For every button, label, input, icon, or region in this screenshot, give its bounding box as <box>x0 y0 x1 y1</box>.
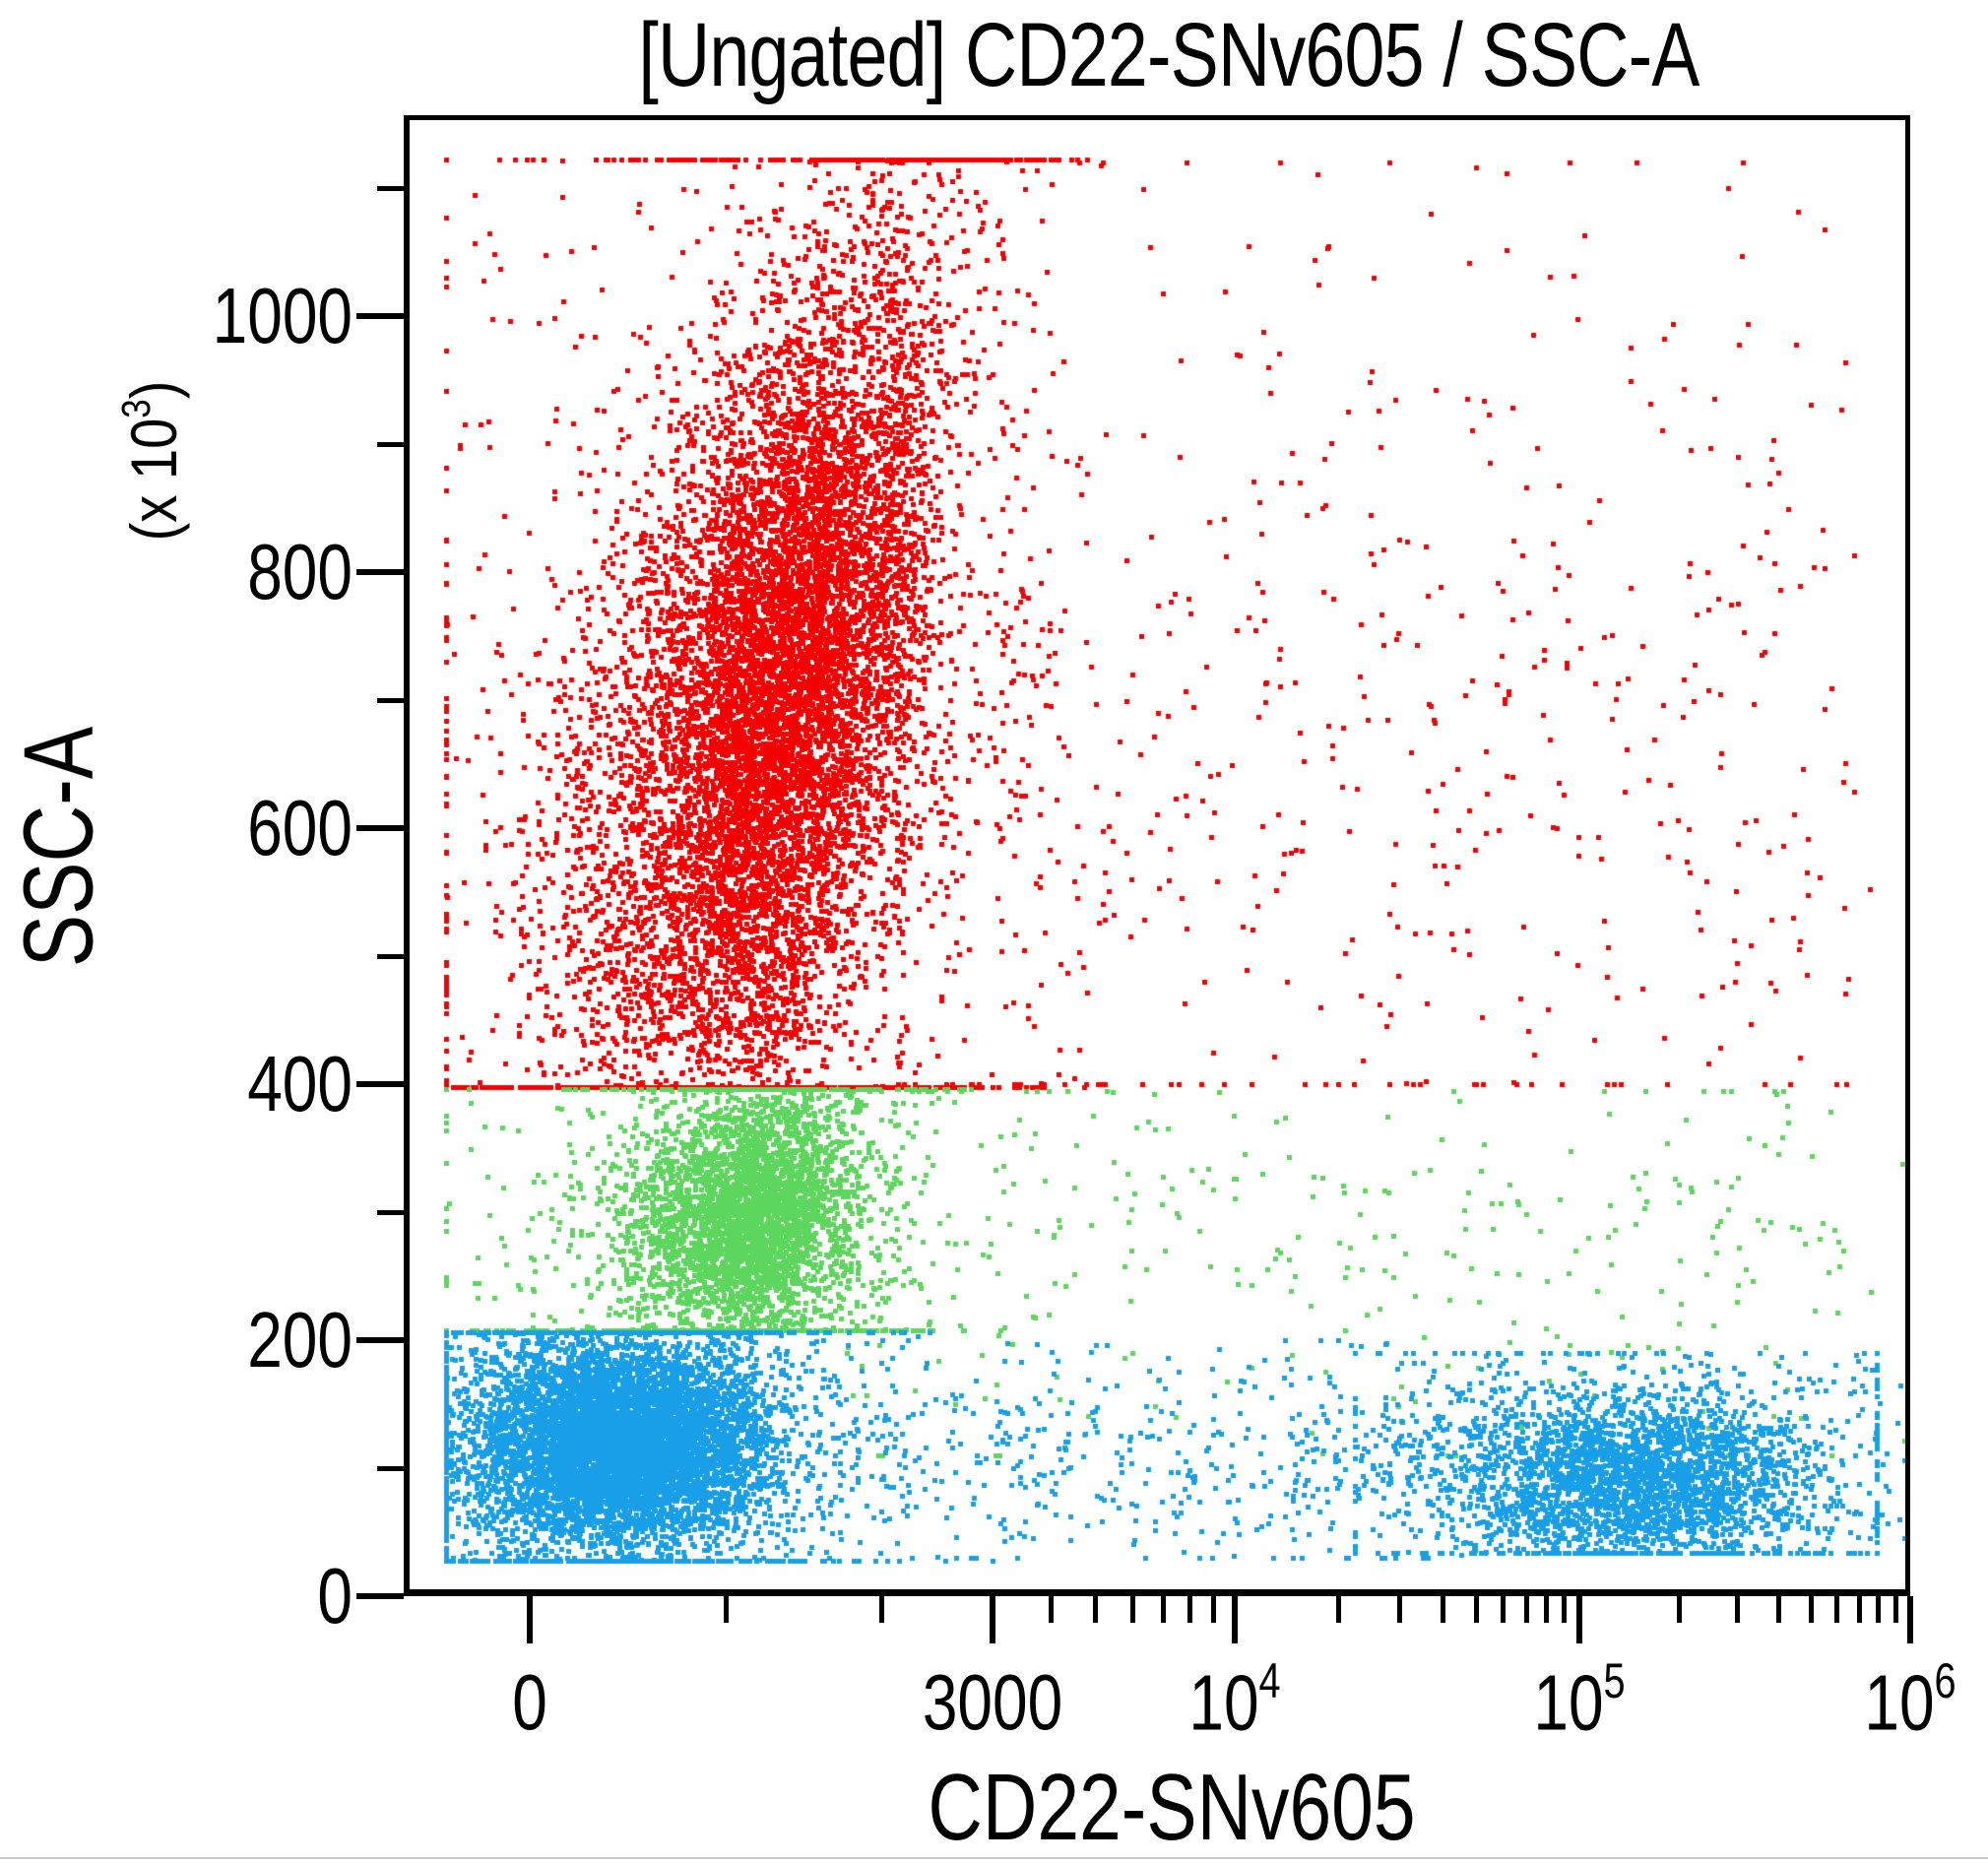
x-minor-tick <box>878 1596 884 1623</box>
x-minor-tick <box>1775 1596 1781 1623</box>
x-minor-tick <box>1892 1596 1898 1623</box>
y-axis-unit-post: ) <box>117 380 190 400</box>
y-axis-unit-exponent: 3 <box>112 399 159 418</box>
x-tick-label: 106 <box>1864 1653 1956 1747</box>
y-axis-unit-pre: (x 10 <box>117 418 190 542</box>
x-minor-tick <box>1676 1596 1682 1623</box>
y-tick-label: 600 <box>247 784 353 871</box>
x-minor-tick <box>1875 1596 1881 1623</box>
x-minor-tick <box>1160 1596 1166 1623</box>
x-major-tick <box>1576 1596 1582 1643</box>
chart-title: [Ungated] CD22-SNv605 / SSC-A <box>638 5 1699 105</box>
x-tick-label: 0 <box>512 1658 547 1746</box>
y-axis-title: SSC-A <box>3 726 114 968</box>
y-minor-tick <box>377 1209 404 1215</box>
x-minor-tick <box>723 1596 729 1623</box>
y-major-tick <box>356 1081 404 1087</box>
x-minor-tick <box>1833 1596 1839 1623</box>
y-major-tick <box>356 313 404 319</box>
x-minor-tick <box>1856 1596 1862 1623</box>
x-minor-tick <box>1523 1596 1529 1623</box>
y-tick-label: 400 <box>247 1040 353 1127</box>
x-tick-label: 104 <box>1188 1653 1281 1747</box>
y-minor-tick <box>377 697 404 703</box>
y-minor-tick <box>377 441 404 447</box>
y-axis-unit-multiplier: (x 103) <box>112 380 191 542</box>
x-minor-tick <box>1210 1596 1216 1623</box>
x-minor-tick <box>1335 1596 1341 1623</box>
y-tick-label: 1000 <box>212 272 353 359</box>
x-minor-tick <box>1473 1596 1479 1623</box>
x-minor-tick <box>1186 1596 1192 1623</box>
x-tick-label: 3000 <box>922 1658 1063 1746</box>
y-major-tick <box>356 825 404 831</box>
x-minor-tick <box>1440 1596 1445 1623</box>
x-minor-tick <box>1808 1596 1814 1623</box>
x-minor-tick <box>1092 1596 1098 1623</box>
y-major-tick <box>356 1337 404 1343</box>
x-major-tick <box>527 1596 533 1643</box>
y-major-tick <box>356 1593 404 1599</box>
y-tick-label: 0 <box>317 1552 353 1640</box>
x-major-tick <box>1907 1596 1913 1643</box>
x-minor-tick <box>1129 1596 1135 1623</box>
y-tick-label: 200 <box>247 1296 353 1383</box>
y-minor-tick <box>377 185 404 191</box>
y-minor-tick <box>377 1465 404 1471</box>
window-bottom-rule <box>0 1857 1988 1859</box>
x-major-tick <box>1232 1596 1238 1643</box>
x-axis-title: CD22-SNv605 <box>928 1755 1416 1860</box>
y-tick-label: 800 <box>247 528 353 615</box>
x-minor-tick <box>1734 1596 1740 1623</box>
x-minor-tick <box>1543 1596 1549 1623</box>
x-minor-tick <box>1048 1596 1054 1623</box>
y-major-tick <box>356 569 404 575</box>
x-minor-tick <box>1500 1596 1506 1623</box>
x-major-tick <box>990 1596 995 1643</box>
y-minor-tick <box>377 953 404 959</box>
x-minor-tick <box>1561 1596 1567 1623</box>
x-minor-tick <box>1396 1596 1402 1623</box>
x-tick-label: 105 <box>1533 1653 1626 1747</box>
plot-frame <box>404 115 1910 1596</box>
